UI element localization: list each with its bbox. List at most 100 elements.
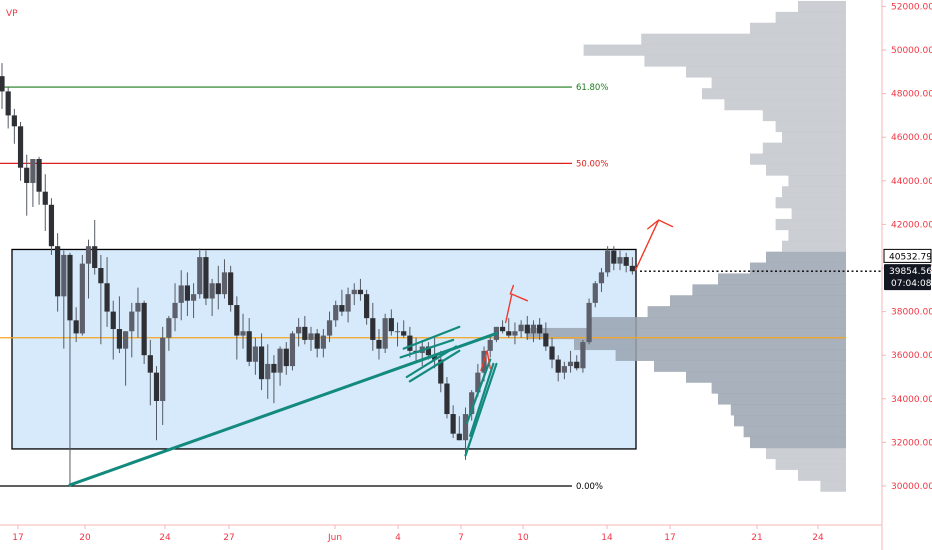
candle-body[interactable] bbox=[487, 339, 493, 351]
candle-body[interactable] bbox=[123, 331, 129, 349]
candle-body[interactable] bbox=[30, 159, 36, 183]
candle-body[interactable] bbox=[104, 283, 110, 312]
candle-body[interactable] bbox=[370, 318, 376, 340]
candle-body[interactable] bbox=[629, 265, 635, 272]
candle-body[interactable] bbox=[444, 383, 450, 415]
candle-body[interactable] bbox=[407, 335, 413, 351]
projection-arrow[interactable] bbox=[634, 219, 674, 271]
candle-body[interactable] bbox=[524, 324, 530, 334]
candle-body[interactable] bbox=[388, 318, 394, 332]
candle-body[interactable] bbox=[339, 305, 345, 312]
candle-body[interactable] bbox=[333, 305, 339, 321]
channel-line[interactable] bbox=[405, 345, 458, 379]
candle-body[interactable] bbox=[308, 333, 314, 340]
candle-body[interactable] bbox=[357, 289, 364, 295]
channel-line[interactable] bbox=[408, 349, 461, 383]
candle-body[interactable] bbox=[314, 333, 320, 349]
candle-body[interactable] bbox=[240, 331, 246, 336]
candle-body[interactable] bbox=[129, 311, 135, 332]
candle-body[interactable] bbox=[36, 159, 42, 192]
candle-body[interactable] bbox=[450, 414, 456, 434]
candle-body[interactable] bbox=[326, 320, 333, 336]
candle-body[interactable] bbox=[351, 289, 357, 295]
candle-body[interactable] bbox=[141, 302, 147, 356]
candle-body[interactable] bbox=[605, 250, 611, 273]
candle-body[interactable] bbox=[401, 331, 407, 336]
candle-body[interactable] bbox=[320, 335, 326, 349]
candle-body[interactable] bbox=[567, 361, 574, 367]
candle-body[interactable] bbox=[438, 359, 444, 384]
candle-body[interactable] bbox=[98, 268, 104, 284]
candle-body[interactable] bbox=[592, 283, 598, 303]
candle-body[interactable] bbox=[184, 285, 190, 301]
candle-body[interactable] bbox=[147, 355, 153, 373]
candle-body[interactable] bbox=[425, 346, 432, 356]
candle-body[interactable] bbox=[271, 363, 277, 373]
candle-body[interactable] bbox=[67, 254, 73, 321]
candle-body[interactable] bbox=[11, 115, 17, 127]
candle-body[interactable] bbox=[172, 302, 178, 319]
candle-body[interactable] bbox=[289, 333, 296, 367]
candle-body[interactable] bbox=[345, 294, 351, 312]
candle-body[interactable] bbox=[190, 294, 197, 301]
candle-body[interactable] bbox=[228, 272, 234, 306]
candle-body[interactable] bbox=[475, 372, 481, 393]
candle-body[interactable] bbox=[512, 331, 518, 336]
candle-body[interactable] bbox=[530, 324, 537, 334]
candle-body[interactable] bbox=[160, 337, 166, 401]
candle-body[interactable] bbox=[283, 348, 289, 367]
vp-indicator-label[interactable]: VP bbox=[6, 9, 18, 19]
candle-body[interactable] bbox=[549, 346, 555, 360]
candle-body[interactable] bbox=[92, 246, 98, 268]
candle-body[interactable] bbox=[55, 246, 61, 297]
candle-body[interactable] bbox=[24, 167, 30, 183]
candle-body[interactable] bbox=[543, 333, 549, 347]
candle-body[interactable] bbox=[110, 311, 116, 330]
candle-body[interactable] bbox=[258, 346, 265, 380]
candle-body[interactable] bbox=[116, 329, 123, 349]
candle-body[interactable] bbox=[48, 204, 55, 247]
projection-arrow[interactable] bbox=[504, 293, 528, 324]
candle-body[interactable] bbox=[537, 324, 543, 334]
candle-body[interactable] bbox=[518, 324, 524, 332]
candle-body[interactable] bbox=[462, 414, 469, 441]
candle-body[interactable] bbox=[574, 361, 580, 369]
candle-body[interactable] bbox=[623, 257, 629, 266]
candle-body[interactable] bbox=[209, 283, 215, 299]
candle-body[interactable] bbox=[382, 318, 388, 349]
candle-body[interactable] bbox=[296, 326, 302, 334]
candle-body[interactable] bbox=[555, 359, 561, 373]
channel-line[interactable] bbox=[469, 362, 495, 437]
candle-body[interactable] bbox=[153, 372, 160, 401]
candle-body[interactable] bbox=[302, 326, 308, 340]
candle-body[interactable] bbox=[580, 342, 586, 369]
candle-body[interactable] bbox=[42, 191, 48, 205]
candle-body[interactable] bbox=[432, 355, 438, 360]
candle-body[interactable] bbox=[85, 246, 92, 264]
channel-line[interactable] bbox=[464, 362, 498, 457]
candle-body[interactable] bbox=[5, 91, 11, 116]
candle-body[interactable] bbox=[617, 257, 623, 264]
candle-body[interactable] bbox=[394, 331, 401, 333]
candle-body[interactable] bbox=[611, 250, 617, 264]
range-box[interactable] bbox=[11, 248, 637, 450]
trend-line[interactable] bbox=[68, 331, 498, 487]
candle-body[interactable] bbox=[61, 254, 67, 297]
candle-body[interactable] bbox=[234, 305, 240, 336]
candle-body[interactable] bbox=[166, 318, 172, 338]
candle-body[interactable] bbox=[215, 283, 221, 295]
candle-body[interactable] bbox=[277, 348, 283, 373]
candle-body[interactable] bbox=[0, 76, 5, 92]
candle-body[interactable] bbox=[598, 272, 605, 284]
candle-body[interactable] bbox=[586, 302, 592, 343]
candle-body[interactable] bbox=[197, 257, 203, 295]
channel-line[interactable] bbox=[465, 358, 492, 424]
candle-body[interactable] bbox=[135, 302, 141, 312]
candle-body[interactable] bbox=[499, 326, 506, 332]
candle-body[interactable] bbox=[203, 257, 209, 299]
candle-body[interactable] bbox=[17, 126, 24, 168]
candle-body[interactable] bbox=[221, 272, 228, 295]
channel-line[interactable] bbox=[399, 338, 455, 359]
candle-body[interactable] bbox=[456, 433, 462, 441]
